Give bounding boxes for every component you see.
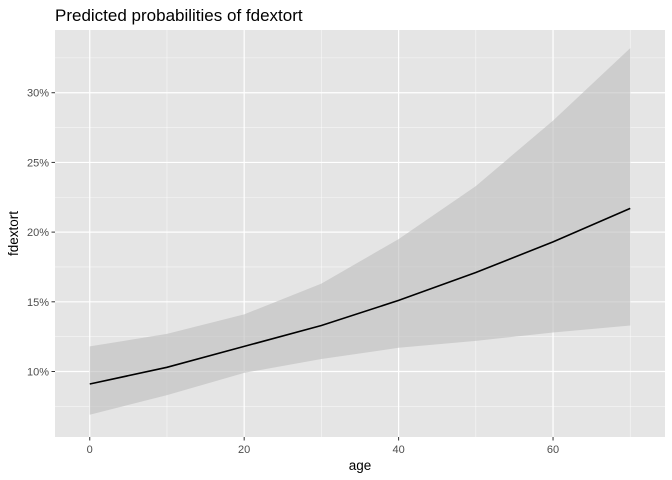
y-tick-label: 25% — [27, 157, 49, 169]
prediction-line — [89, 207, 631, 385]
x-tick-label: 60 — [547, 444, 559, 456]
chart-title: Predicted probabilities of fdextort — [55, 6, 303, 25]
y-tick-label: 15% — [27, 297, 49, 309]
x-axis: 0 20 40 60 — [87, 437, 559, 456]
y-axis-title: fdextort — [6, 211, 21, 256]
x-tick-label: 0 — [87, 444, 93, 456]
y-tick-label: 10% — [27, 366, 49, 378]
x-tick-label: 20 — [238, 444, 250, 456]
x-tick-label: 40 — [392, 444, 404, 456]
y-tick-label: 30% — [27, 88, 49, 100]
x-axis-title: age — [349, 458, 372, 473]
y-tick-label: 20% — [27, 227, 49, 239]
confidence-ribbon — [89, 48, 631, 415]
y-axis: 10% 15% 20% 25% 30% — [27, 88, 55, 378]
